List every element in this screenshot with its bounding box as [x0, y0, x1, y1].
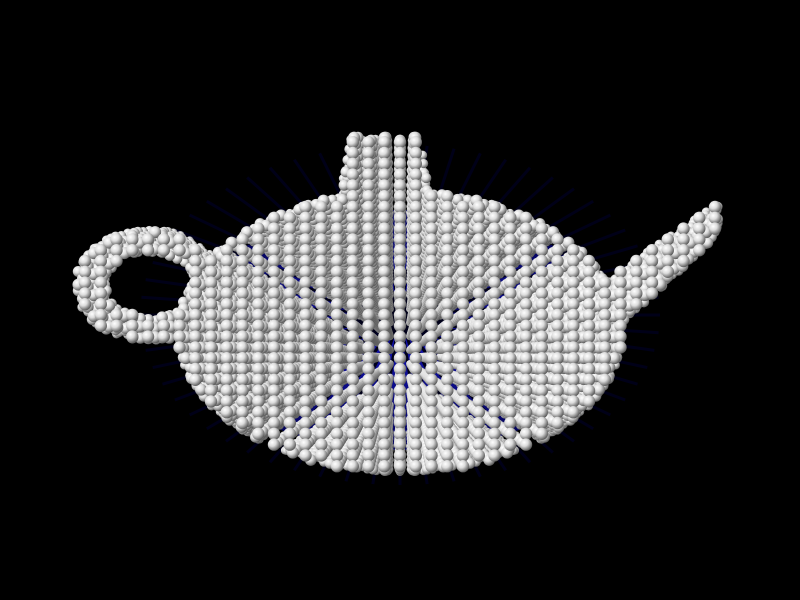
voxel-sphere	[421, 172, 432, 184]
teapot-sphere-grid	[72, 131, 724, 477]
